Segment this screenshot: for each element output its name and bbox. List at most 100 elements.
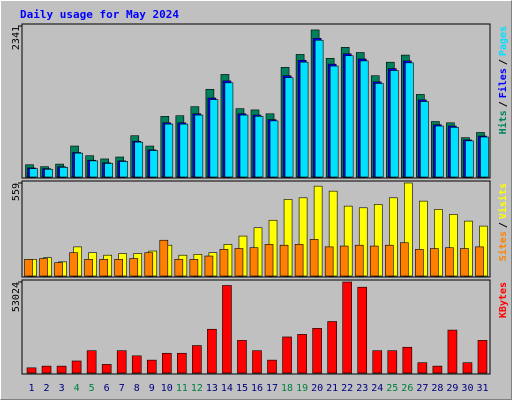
bar: [177, 352, 187, 374]
bar: [372, 350, 383, 374]
bar: [447, 329, 458, 374]
bar: [329, 65, 339, 178]
x-tick-label: 1: [29, 383, 35, 394]
bar: [254, 116, 264, 178]
bar: [134, 141, 144, 178]
bar: [284, 77, 294, 178]
bar: [432, 365, 443, 374]
bar: [84, 259, 93, 277]
bar: [237, 340, 247, 374]
bar: [387, 350, 398, 374]
bar: [114, 259, 124, 277]
bar: [192, 345, 202, 374]
legend-entry: Visits: [497, 183, 509, 219]
chart-title: Daily usage for May 2024: [20, 8, 179, 21]
bar: [420, 101, 429, 178]
bar: [222, 285, 232, 374]
bar: [219, 249, 229, 277]
legend-separator: /: [498, 222, 509, 228]
x-tick-label: 18: [281, 383, 293, 394]
bar: [445, 247, 454, 277]
x-tick-label: 17: [266, 383, 278, 394]
bar: [430, 248, 439, 277]
bar: [294, 244, 304, 277]
legend-separator: /: [498, 59, 509, 65]
x-tick-label: 22: [341, 383, 353, 394]
x-tick-label: 6: [104, 383, 110, 394]
legend: Hits / Files / Pages: [497, 26, 509, 134]
bar: [86, 350, 97, 374]
bar: [344, 55, 354, 178]
bar: [119, 161, 129, 178]
bar: [314, 39, 324, 178]
bar: [74, 152, 83, 178]
y-tick-label: 559: [11, 183, 22, 201]
bar: [299, 61, 309, 178]
x-tick-label: 25: [386, 383, 398, 394]
bar: [374, 83, 384, 178]
bar: [189, 259, 199, 277]
bar: [327, 321, 337, 374]
bar: [460, 248, 469, 277]
bar: [144, 252, 154, 277]
bar: [101, 364, 112, 374]
x-tick-label: 30: [461, 383, 473, 394]
bar: [384, 244, 394, 277]
bar: [267, 359, 277, 374]
bar: [41, 365, 52, 374]
x-tick-label: 27: [416, 383, 428, 394]
bar: [59, 167, 68, 178]
bar: [71, 360, 82, 374]
x-tick-label: 12: [191, 383, 203, 394]
bar: [54, 262, 63, 277]
bar: [415, 249, 424, 277]
legend-separator: /: [498, 101, 509, 107]
y-tick-label: 2341: [11, 26, 22, 50]
bar: [56, 365, 67, 374]
bar: [324, 246, 334, 277]
bar: [405, 62, 414, 178]
bar: [297, 334, 307, 374]
bar: [204, 255, 214, 277]
bar: [69, 252, 78, 277]
bar: [342, 281, 352, 374]
bar: [435, 125, 444, 178]
bar: [249, 247, 259, 277]
x-tick-label: 31: [476, 383, 488, 394]
bar: [309, 239, 319, 277]
legend: Sites / Visits: [497, 183, 509, 261]
bar: [89, 160, 98, 178]
bar: [369, 245, 379, 277]
x-tick-label: 3: [59, 383, 65, 394]
bar: [252, 350, 262, 374]
bar: [480, 136, 489, 178]
bar: [207, 328, 217, 374]
bar: [24, 259, 33, 277]
bar: [400, 242, 409, 277]
bar: [477, 340, 488, 374]
bar: [131, 355, 142, 374]
x-tick-label: 13: [206, 383, 218, 394]
bar: [450, 127, 459, 178]
legend: KBytes: [498, 282, 509, 318]
x-tick-label: 10: [161, 383, 173, 394]
x-tick-label: 4: [74, 383, 80, 394]
x-tick-label: 26: [401, 383, 413, 394]
x-tick-label: 8: [134, 383, 140, 394]
bar: [26, 367, 37, 374]
bar: [389, 70, 399, 178]
x-tick-label: 28: [431, 383, 443, 394]
legend-entry: Pages: [498, 26, 509, 56]
legend-entry: Hits: [497, 110, 509, 134]
bar: [39, 258, 48, 277]
bar: [234, 248, 244, 277]
bar: [209, 99, 219, 178]
bar: [99, 259, 108, 277]
x-tick-label: 20: [311, 383, 323, 394]
bar: [354, 244, 364, 277]
bar: [465, 140, 474, 178]
bar: [417, 362, 428, 374]
bar: [174, 259, 184, 277]
x-tick-label: 23: [356, 383, 368, 394]
